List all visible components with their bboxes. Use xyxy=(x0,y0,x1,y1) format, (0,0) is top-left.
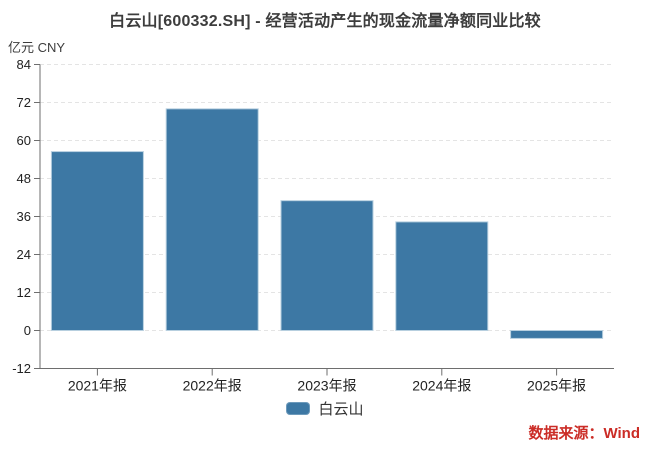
chart-title: 白云山[600332.SH] - 经营活动产生的现金流量净额同业比较 xyxy=(109,13,541,30)
x-tick-label: 2024年报 xyxy=(412,378,471,394)
y-axis-unit-label: 亿元 CNY xyxy=(8,40,66,55)
bar-2024年报[interactable] xyxy=(395,221,489,331)
bar-2025年报[interactable] xyxy=(510,330,604,339)
y-tick-label: 0 xyxy=(24,323,31,338)
x-tick-label: 2025年报 xyxy=(527,378,586,394)
y-tick-label: 12 xyxy=(17,285,31,300)
y-tick-label: 24 xyxy=(17,247,31,262)
y-tick-label: 36 xyxy=(17,209,31,224)
legend-item[interactable]: 白云山 xyxy=(286,398,364,419)
y-tick-label: 48 xyxy=(17,171,31,186)
bar-2022年报[interactable] xyxy=(165,108,259,332)
legend-label: 白云山 xyxy=(318,400,364,418)
y-tick-label: 84 xyxy=(17,57,31,72)
y-tick-label: -12 xyxy=(12,361,31,376)
x-tick-label: 2021年报 xyxy=(68,378,127,394)
x-tick-label: 2022年报 xyxy=(183,378,242,394)
legend-swatch xyxy=(286,401,311,415)
bar-2021年报[interactable] xyxy=(50,151,144,331)
y-tick-label: 72 xyxy=(17,95,31,110)
y-tick-label: 60 xyxy=(17,133,31,148)
data-source-label: 数据来源：Wind xyxy=(528,425,640,442)
legend: 白云山 xyxy=(0,398,650,418)
x-tick-label: 2023年报 xyxy=(297,378,356,394)
bar-2023年报[interactable] xyxy=(280,200,374,331)
